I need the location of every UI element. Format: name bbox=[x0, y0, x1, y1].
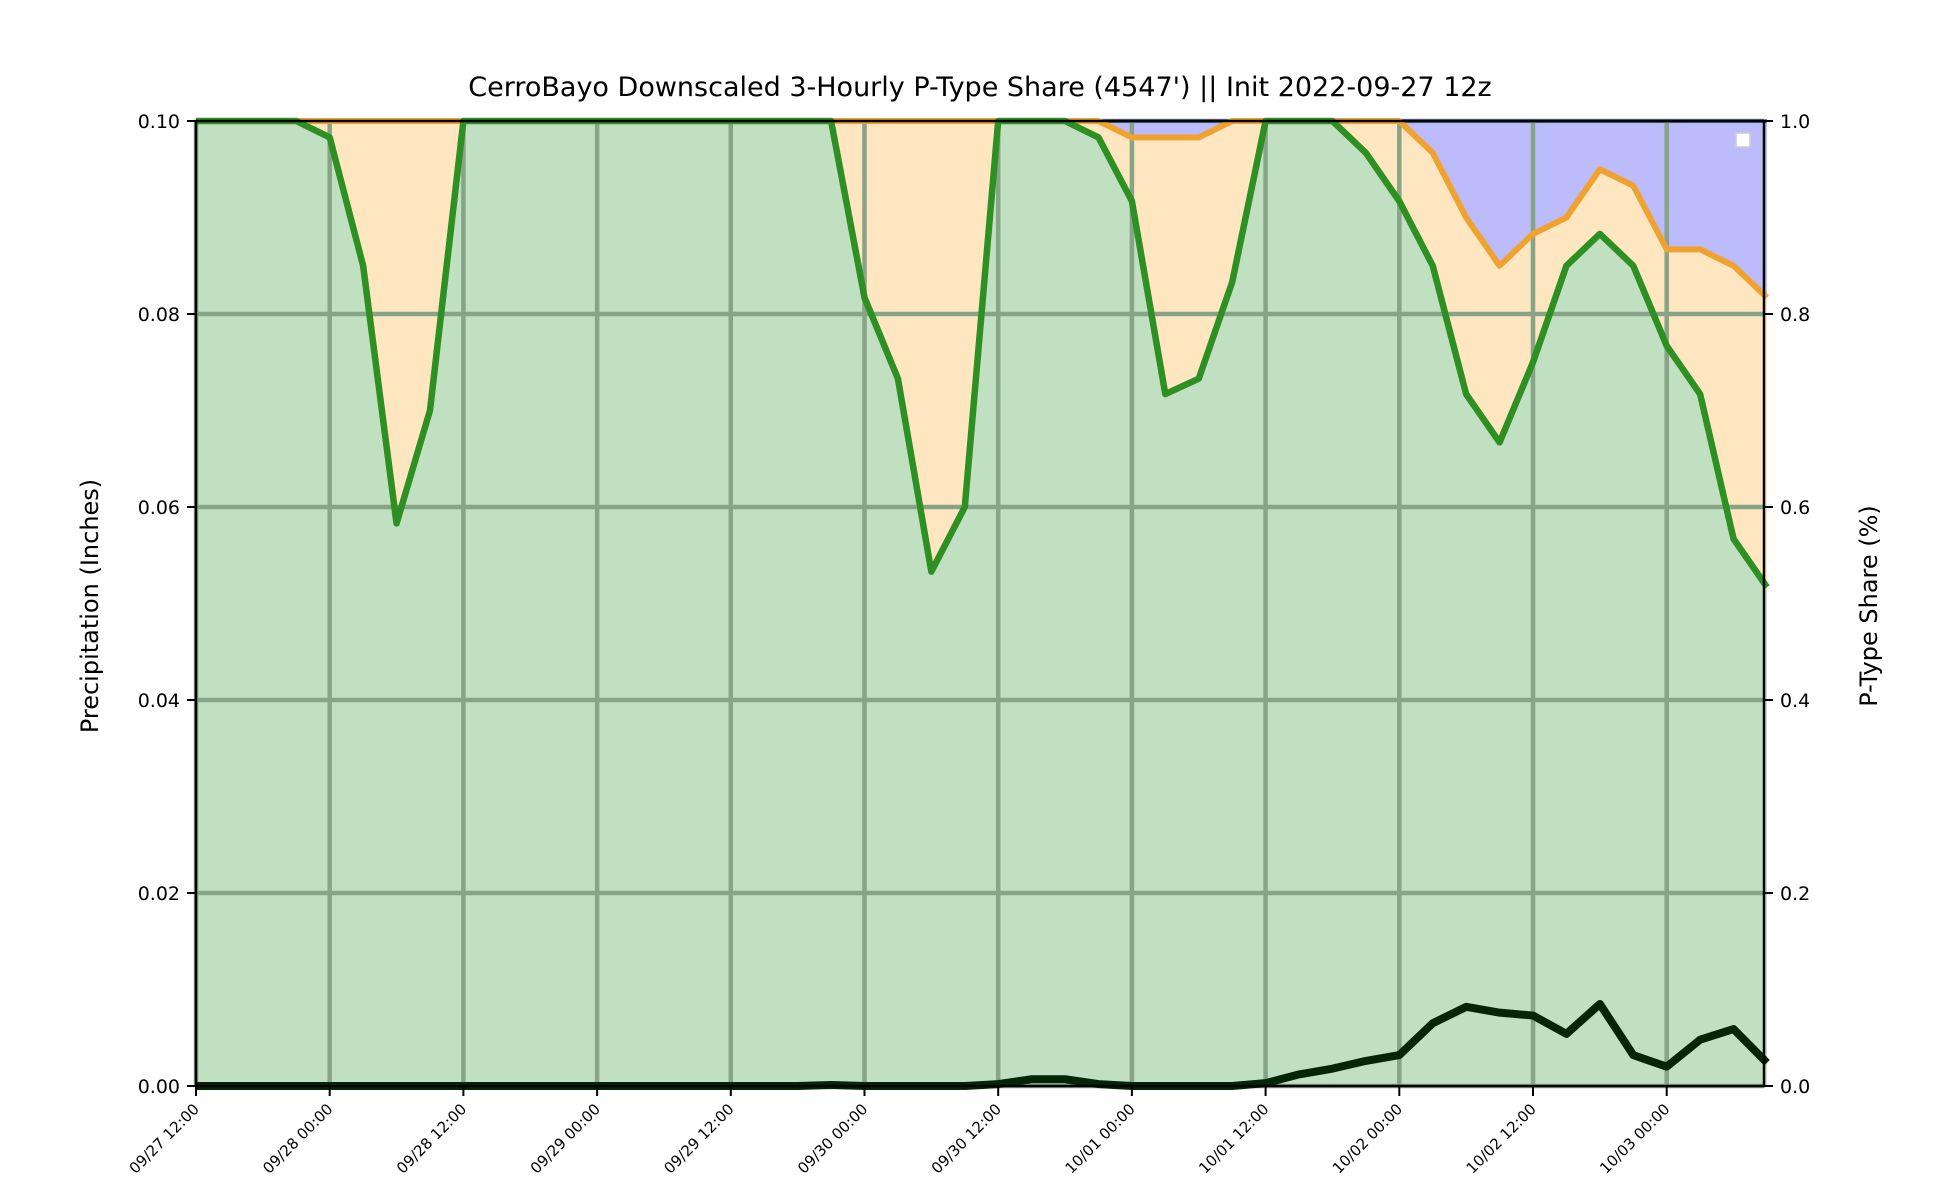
x-tick-label: 10/02 12:00 bbox=[1463, 1100, 1540, 1177]
y-tick-label-left: 0.04 bbox=[138, 690, 180, 712]
legend-box bbox=[1735, 132, 1751, 148]
y-tick-label-left: 0.02 bbox=[138, 883, 180, 905]
x-tick-label: 10/03 00:00 bbox=[1596, 1100, 1673, 1177]
x-tick-label: 09/29 12:00 bbox=[660, 1100, 737, 1177]
y-tick-label-left: 0.00 bbox=[138, 1076, 180, 1098]
y-tick-label-right: 0.0 bbox=[1780, 1076, 1810, 1098]
x-tick-label: 10/01 12:00 bbox=[1195, 1100, 1272, 1177]
y-axis-label-left: Precipitation (Inches) bbox=[76, 479, 104, 733]
x-tick-label: 09/30 12:00 bbox=[928, 1100, 1005, 1177]
rain-share-line bbox=[196, 117, 1770, 589]
x-tick-label: 10/01 00:00 bbox=[1061, 1100, 1138, 1177]
x-tick-label: 10/02 00:00 bbox=[1329, 1100, 1406, 1177]
rain-share-area bbox=[196, 121, 1767, 1086]
x-tick-label: 09/30 00:00 bbox=[794, 1100, 871, 1177]
x-tick-label: 09/29 00:00 bbox=[527, 1100, 604, 1177]
y-tick-label-right: 0.8 bbox=[1780, 304, 1810, 326]
y-tick-label-right: 0.2 bbox=[1780, 883, 1810, 905]
y-tick-label-right: 0.6 bbox=[1780, 497, 1810, 519]
y-tick-label-right: 1.0 bbox=[1780, 111, 1810, 133]
x-tick-label: 09/28 12:00 bbox=[393, 1100, 470, 1177]
plot-frame bbox=[194, 119, 1766, 1088]
y-tick-label-left: 0.06 bbox=[138, 497, 180, 519]
x-tick-label: 09/27 12:00 bbox=[126, 1100, 203, 1177]
y-tick-label-right: 0.4 bbox=[1780, 690, 1810, 712]
y-axis-label-right: P-Type Share (%) bbox=[1855, 505, 1883, 707]
chart-title: CerroBayo Downscaled 3-Hourly P-Type Sha… bbox=[468, 72, 1491, 103]
x-tick-label: 09/28 00:00 bbox=[259, 1100, 336, 1177]
y-tick-label-left: 0.10 bbox=[138, 111, 180, 133]
y-tick-label-left: 0.08 bbox=[138, 304, 180, 326]
plot-area: 0.00 0.02 0.04 0.06 0.08 0.10 0.0 0.2 0.4 0.6 0.8 1… bbox=[126, 111, 1811, 1177]
